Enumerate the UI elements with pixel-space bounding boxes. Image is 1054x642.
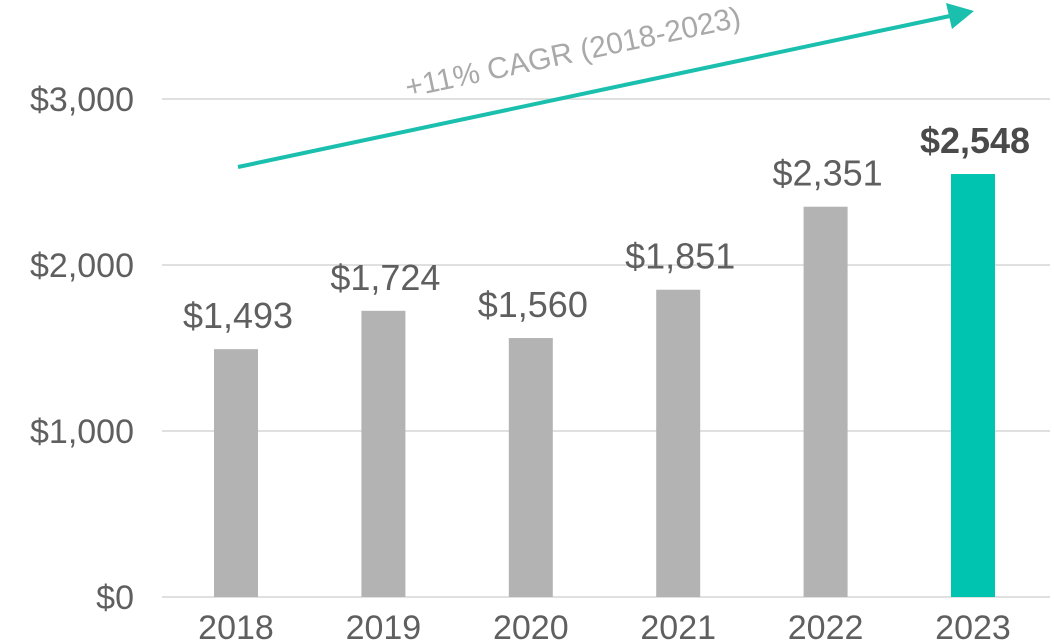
grid-lines [162,98,1050,598]
bar-2020 [508,338,553,597]
bar-2022 [803,206,848,597]
cagr-annotation-label: +11% CAGR (2018-2023) [402,1,744,104]
bar-value-labels: $1,493 $1,724 $1,560 $1,851 $2,351 $2,548 [183,120,1030,336]
x-tick-label: 2023 [935,609,1011,642]
value-label-2022: $2,351 [773,153,883,194]
bar-2018 [214,349,258,597]
value-label-2019: $1,724 [330,257,440,298]
value-label-2021: $1,851 [625,236,735,277]
y-tick-label: $1,000 [30,413,134,451]
y-tick-label: $0 [96,579,134,617]
trend-arrow-head [946,3,974,29]
trend-arrow-line [237,14,951,169]
cagr-trend-annotation: +11% CAGR (2018-2023) [237,1,974,169]
x-tick-label: 2019 [346,609,422,642]
x-axis-tick-labels: 2018 2019 2020 2021 2022 2023 [198,609,1011,642]
x-tick-label: 2018 [198,609,274,642]
x-tick-label: 2022 [788,609,864,642]
value-label-2023: $2,548 [920,120,1030,161]
y-tick-label: $3,000 [30,81,134,119]
x-tick-label: 2021 [640,609,716,642]
y-tick-label: $2,000 [30,247,134,285]
y-axis-tick-labels: $0 $1,000 $2,000 $3,000 [30,81,134,617]
bar-2021 [656,289,701,597]
bar-2019 [361,310,406,597]
x-tick-label: 2020 [493,609,569,642]
bar-2023 [951,174,995,598]
value-label-2018: $1,493 [183,295,293,336]
bars [214,174,995,598]
value-label-2020: $1,560 [478,284,588,325]
